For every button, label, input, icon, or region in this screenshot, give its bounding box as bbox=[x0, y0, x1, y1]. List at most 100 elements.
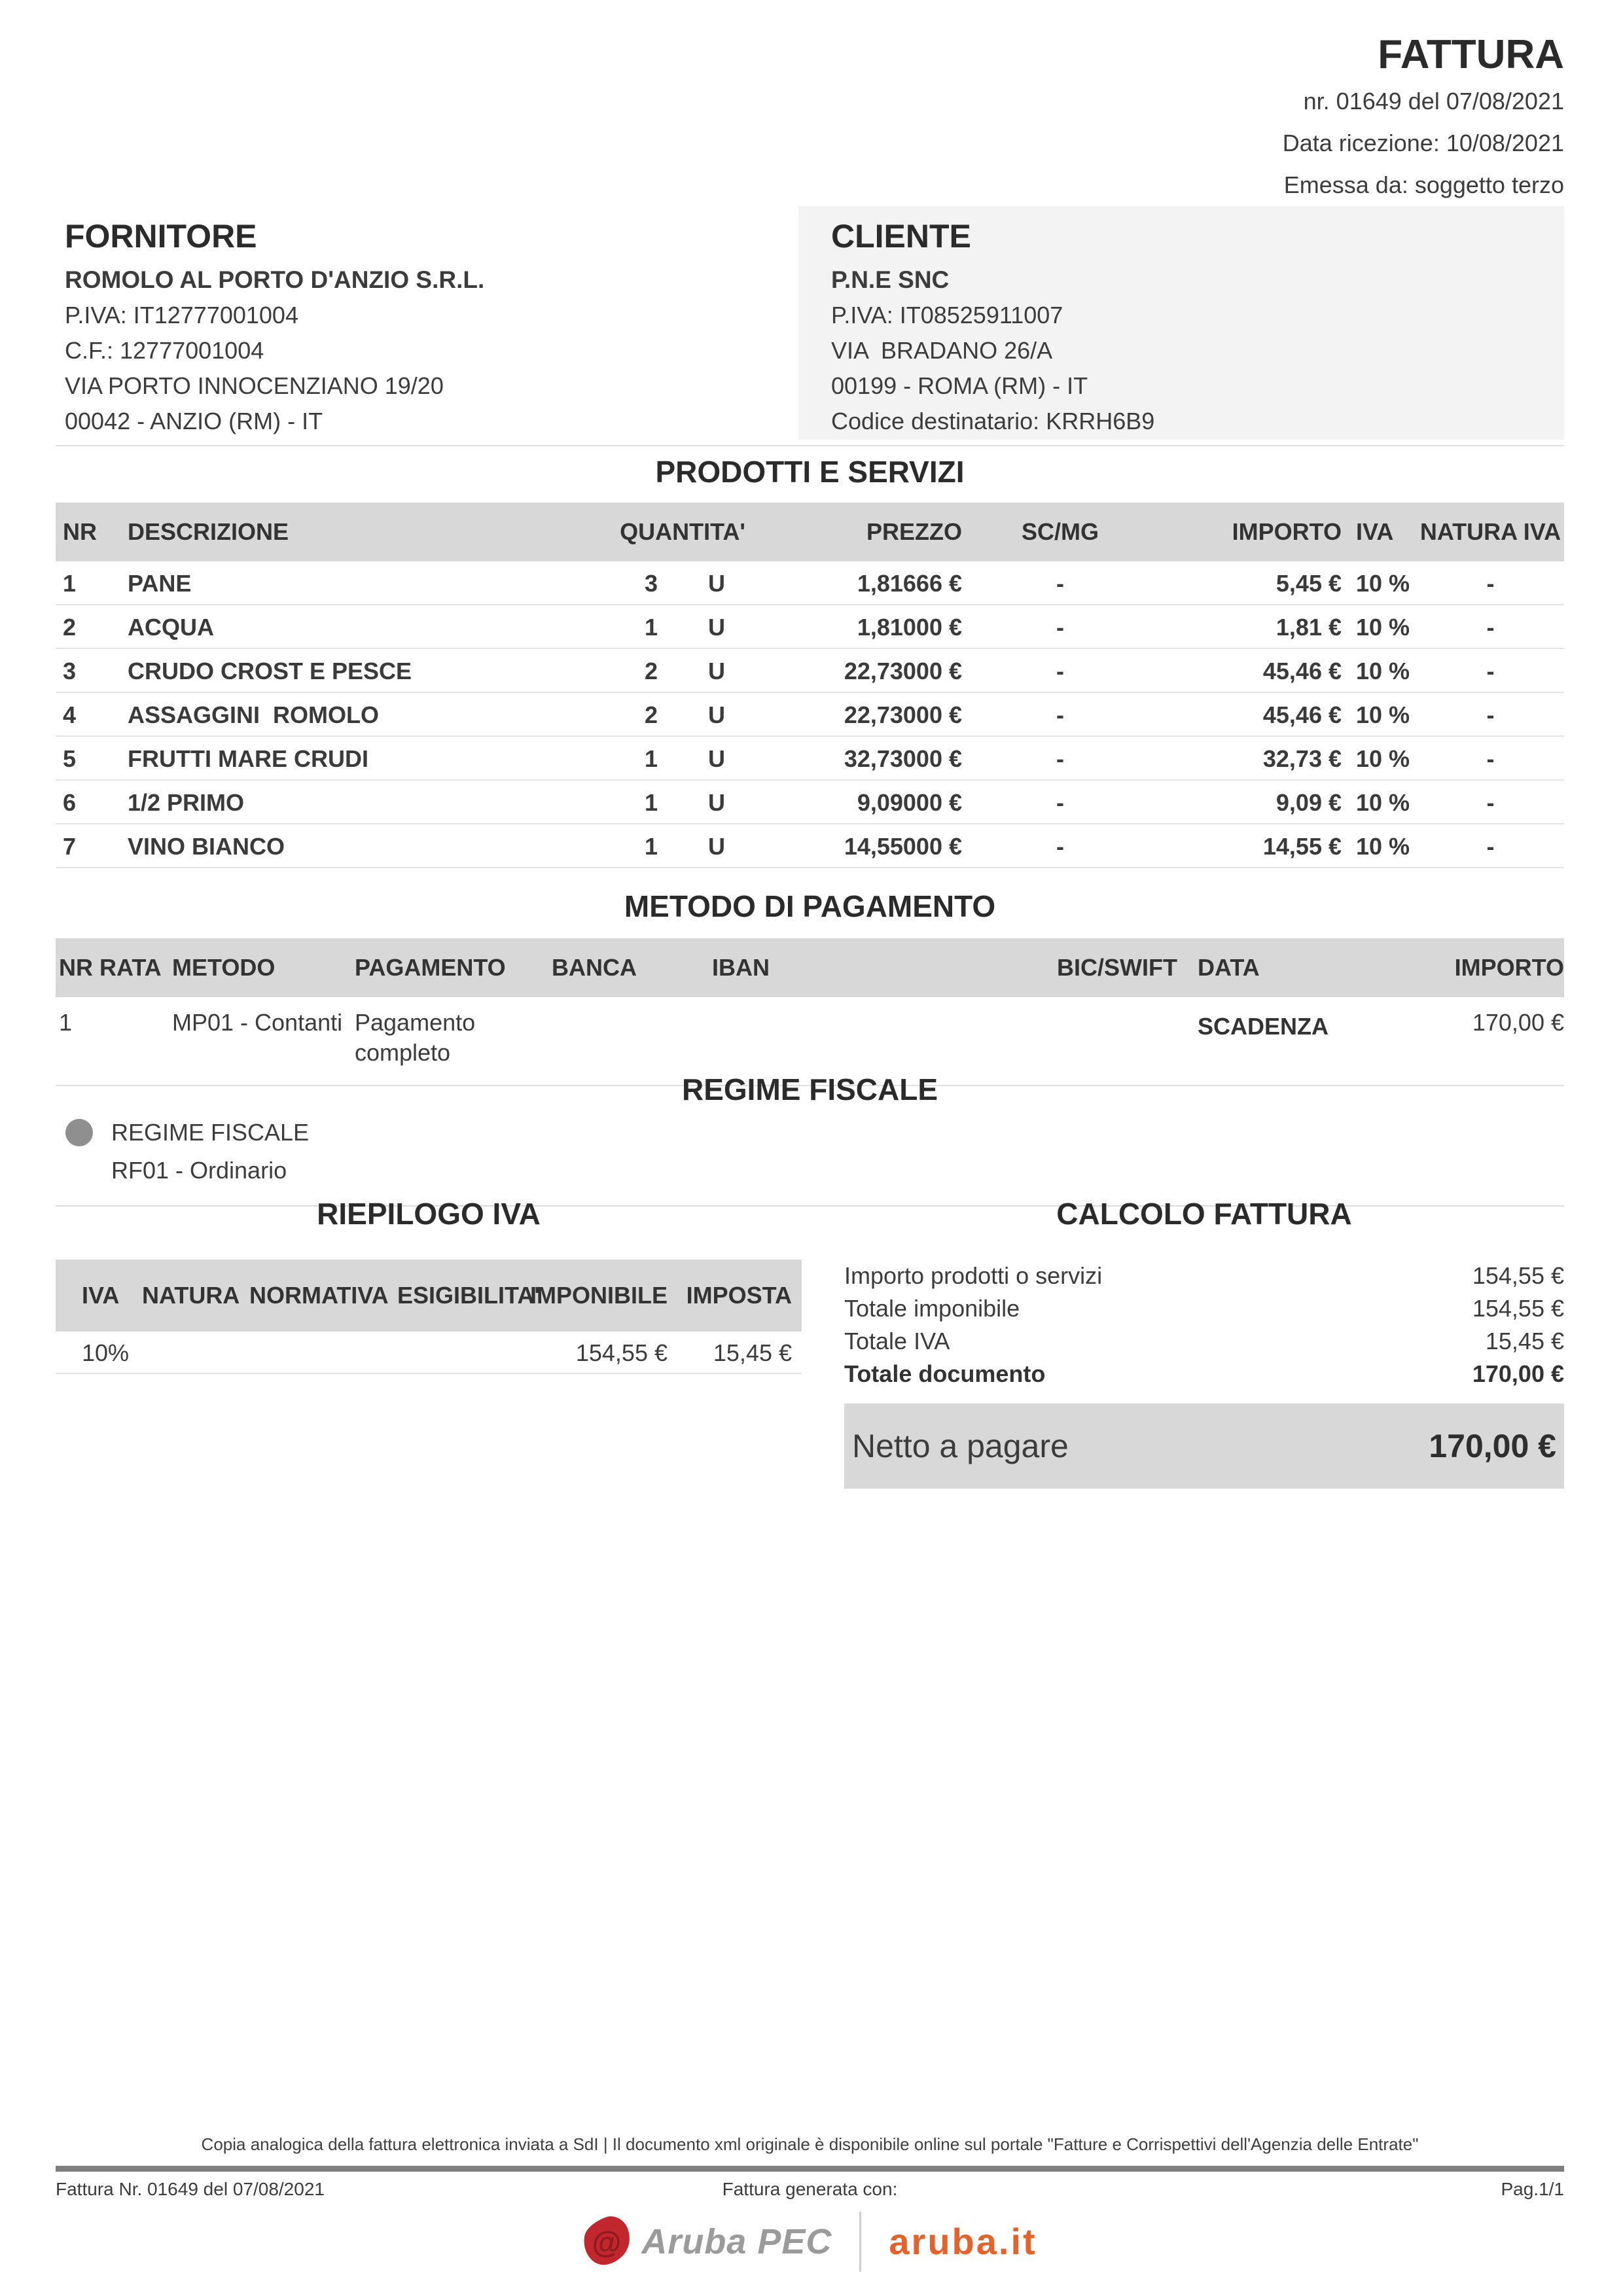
net-payable-label: Netto a pagare bbox=[852, 1428, 1069, 1464]
cell-nr: 5 bbox=[63, 745, 77, 772]
supplier-name: ROMOLO AL PORTO D'ANZIO S.R.L. bbox=[65, 266, 485, 293]
cell-nr: 2 bbox=[63, 614, 77, 641]
cell-descrizione: ASSAGGINI ROMOLO bbox=[128, 701, 380, 728]
cell-metodo: MP01 - Contanti bbox=[172, 1009, 343, 1036]
customer-city: 00199 - ROMA (RM) - IT bbox=[831, 372, 1088, 399]
supplier-heading: FORNITORE bbox=[65, 218, 257, 255]
col-header-data-scadenza: DATA SCADENZA bbox=[1198, 954, 1329, 1040]
cell-data-scadenza bbox=[1181, 1008, 1371, 1068]
cell-natura-iva: - bbox=[1486, 833, 1495, 860]
product-row: 2 ACQUA 1 U 1,81000 € - 1,81 € 10 % - bbox=[56, 605, 1564, 649]
regime-value: RF01 - Ordinario bbox=[111, 1157, 287, 1184]
aruba-pec-logo: @ Aruba PEC bbox=[582, 2216, 832, 2268]
divider-line bbox=[56, 445, 1564, 446]
col-header-importo: IMPORTO bbox=[1454, 954, 1564, 981]
col-header-prezzo: PREZZO bbox=[866, 518, 962, 545]
cell-esigibilita bbox=[370, 1332, 510, 1373]
cell-iva: 10% bbox=[82, 1339, 130, 1366]
regime-section: REGIME FISCALE REGIME FISCALE RF01 - Ord… bbox=[56, 1074, 1564, 1207]
cell-importo: 32,73 € bbox=[1262, 745, 1342, 772]
col-header-scmg: SC/MG bbox=[1021, 518, 1099, 545]
calc-row: Totale imponibile 154,55 € bbox=[844, 1292, 1564, 1325]
col-header-esigibilita: ESIGIBILITA' bbox=[397, 1282, 540, 1309]
cell-prezzo: 1,81000 € bbox=[857, 614, 962, 641]
col-header-iva: IVA bbox=[82, 1282, 120, 1309]
product-row: 7 VINO BIANCO 1 U 14,55000 € - 14,55 € 10 % - bbox=[56, 824, 1564, 868]
cell-quantita: 1 bbox=[644, 833, 658, 860]
calc-label: Totale IVA bbox=[844, 1328, 950, 1354]
cell-imposta: 15,45 € bbox=[713, 1339, 792, 1366]
col-header-bic-swift: BIC/SWIFT bbox=[1057, 954, 1177, 981]
cell-importo: 1,81 € bbox=[1275, 614, 1342, 641]
cell-scmg: - bbox=[1056, 658, 1064, 684]
customer-address: VIA BRADANO 26/A bbox=[831, 337, 1053, 364]
cell-prezzo: 14,55000 € bbox=[844, 833, 962, 860]
col-header-metodo: METODO bbox=[172, 954, 276, 981]
cell-quantita: 1 bbox=[644, 614, 658, 641]
cell-pagamento: Pagamento completo bbox=[355, 1009, 476, 1066]
product-row: 1 PANE 3 U 1,81666 € - 5,45 € 10 % - bbox=[56, 561, 1564, 605]
cell-nr: 6 bbox=[63, 789, 77, 816]
col-header-iban: IBAN bbox=[712, 954, 770, 981]
sdi-disclaimer: Copia analogica della fattura elettronic… bbox=[201, 2134, 1419, 2154]
cell-natura-iva: - bbox=[1486, 658, 1495, 684]
col-header-importo: IMPORTO bbox=[1232, 518, 1342, 545]
cell-imponibile: 154,55 € bbox=[575, 1339, 668, 1366]
vat-table-header: IVA NATURA NORMATIVA ESIGIBILITA' IMPONI… bbox=[56, 1260, 802, 1332]
cell-nr: 1 bbox=[63, 570, 77, 597]
regime-row: REGIME FISCALE bbox=[56, 1118, 1564, 1148]
calc-row-total: Totale documento 170,00 € bbox=[844, 1358, 1564, 1390]
cell-descrizione: PANE bbox=[128, 570, 192, 597]
calc-value: 154,55 € bbox=[1472, 1262, 1564, 1289]
aruba-pec-logo-text: Aruba PEC bbox=[641, 2221, 832, 2261]
col-header-normativa: NORMATIVA bbox=[249, 1282, 389, 1309]
cell-nr: 7 bbox=[63, 833, 77, 860]
col-header-iva: IVA bbox=[1356, 518, 1394, 545]
col-header-imposta: IMPOSTA bbox=[686, 1282, 792, 1309]
col-header-banca: BANCA bbox=[552, 954, 637, 981]
cell-importo: 45,46 € bbox=[1262, 701, 1342, 728]
calc-label: Importo prodotti o servizi bbox=[844, 1262, 1103, 1289]
cell-iva: 10 % bbox=[1356, 833, 1410, 860]
cell-bic-swift bbox=[1057, 1008, 1181, 1068]
customer-name: P.N.E SNC bbox=[831, 266, 950, 293]
page-title: FATTURA bbox=[1378, 32, 1564, 77]
cell-banca bbox=[543, 1008, 704, 1068]
cell-iva: 10 % bbox=[1356, 570, 1410, 597]
cell-iva: 10 % bbox=[1356, 701, 1410, 728]
svg-text:@: @ bbox=[592, 2225, 622, 2259]
cell-prezzo: 22,73000 € bbox=[844, 701, 962, 728]
cell-scmg: - bbox=[1056, 614, 1064, 641]
product-row: 5 FRUTTI MARE CRUDI 1 U 32,73000 € - 32,73 € 10… bbox=[56, 737, 1564, 781]
cell-scmg: - bbox=[1056, 789, 1064, 816]
supplier-fiscal-code: C.F.: 12777001004 bbox=[65, 337, 264, 364]
cell-um: U bbox=[708, 570, 725, 597]
footer-generated-with: Fattura generata con: bbox=[722, 2179, 898, 2199]
cell-iva: 10 % bbox=[1356, 658, 1410, 684]
products-section: PRODOTTI E SERVIZI NR DESCRIZIONE QUANTI… bbox=[56, 457, 1564, 868]
col-header-natura: NATURA bbox=[142, 1282, 240, 1309]
payment-heading: METODO DI PAGAMENTO bbox=[624, 889, 996, 923]
cell-importo: 14,55 € bbox=[1262, 833, 1342, 860]
cell-descrizione: VINO BIANCO bbox=[128, 833, 285, 860]
regime-label: REGIME FISCALE bbox=[111, 1119, 310, 1146]
regime-bullet-icon bbox=[65, 1119, 93, 1146]
receipt-date-line: Data ricezione: 10/08/2021 bbox=[1282, 130, 1564, 156]
footer-separator-bar bbox=[56, 2166, 1564, 2172]
totals-section: RIEPILOGO IVA IVA NATURA NORMATIVA ESIGI… bbox=[56, 1199, 1564, 1489]
invoice-calc-panel: CALCOLO FATTURA Importo prodotti o servi… bbox=[844, 1199, 1564, 1489]
cell-prezzo: 22,73000 € bbox=[844, 658, 962, 684]
cell-quantita: 2 bbox=[644, 701, 658, 728]
cell-descrizione: 1/2 PRIMO bbox=[128, 789, 245, 816]
cell-quantita: 1 bbox=[644, 789, 658, 816]
cell-importo: 5,45 € bbox=[1275, 570, 1342, 597]
col-header-nr: NR bbox=[63, 518, 97, 545]
invoice-calc-heading: CALCOLO FATTURA bbox=[1056, 1197, 1352, 1231]
vat-summary-heading: RIEPILOGO IVA bbox=[317, 1197, 541, 1231]
cell-natura-iva: - bbox=[1486, 745, 1495, 772]
cell-importo: 9,09 € bbox=[1275, 789, 1342, 816]
calc-label: Totale imponibile bbox=[844, 1295, 1020, 1322]
cell-descrizione: FRUTTI MARE CRUDI bbox=[128, 745, 368, 772]
cell-prezzo: 9,09000 € bbox=[857, 789, 962, 816]
